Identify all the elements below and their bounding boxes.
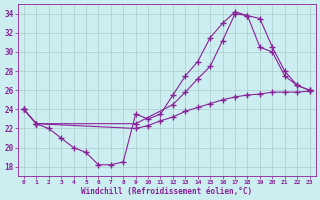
X-axis label: Windchill (Refroidissement éolien,°C): Windchill (Refroidissement éolien,°C) <box>81 187 252 196</box>
